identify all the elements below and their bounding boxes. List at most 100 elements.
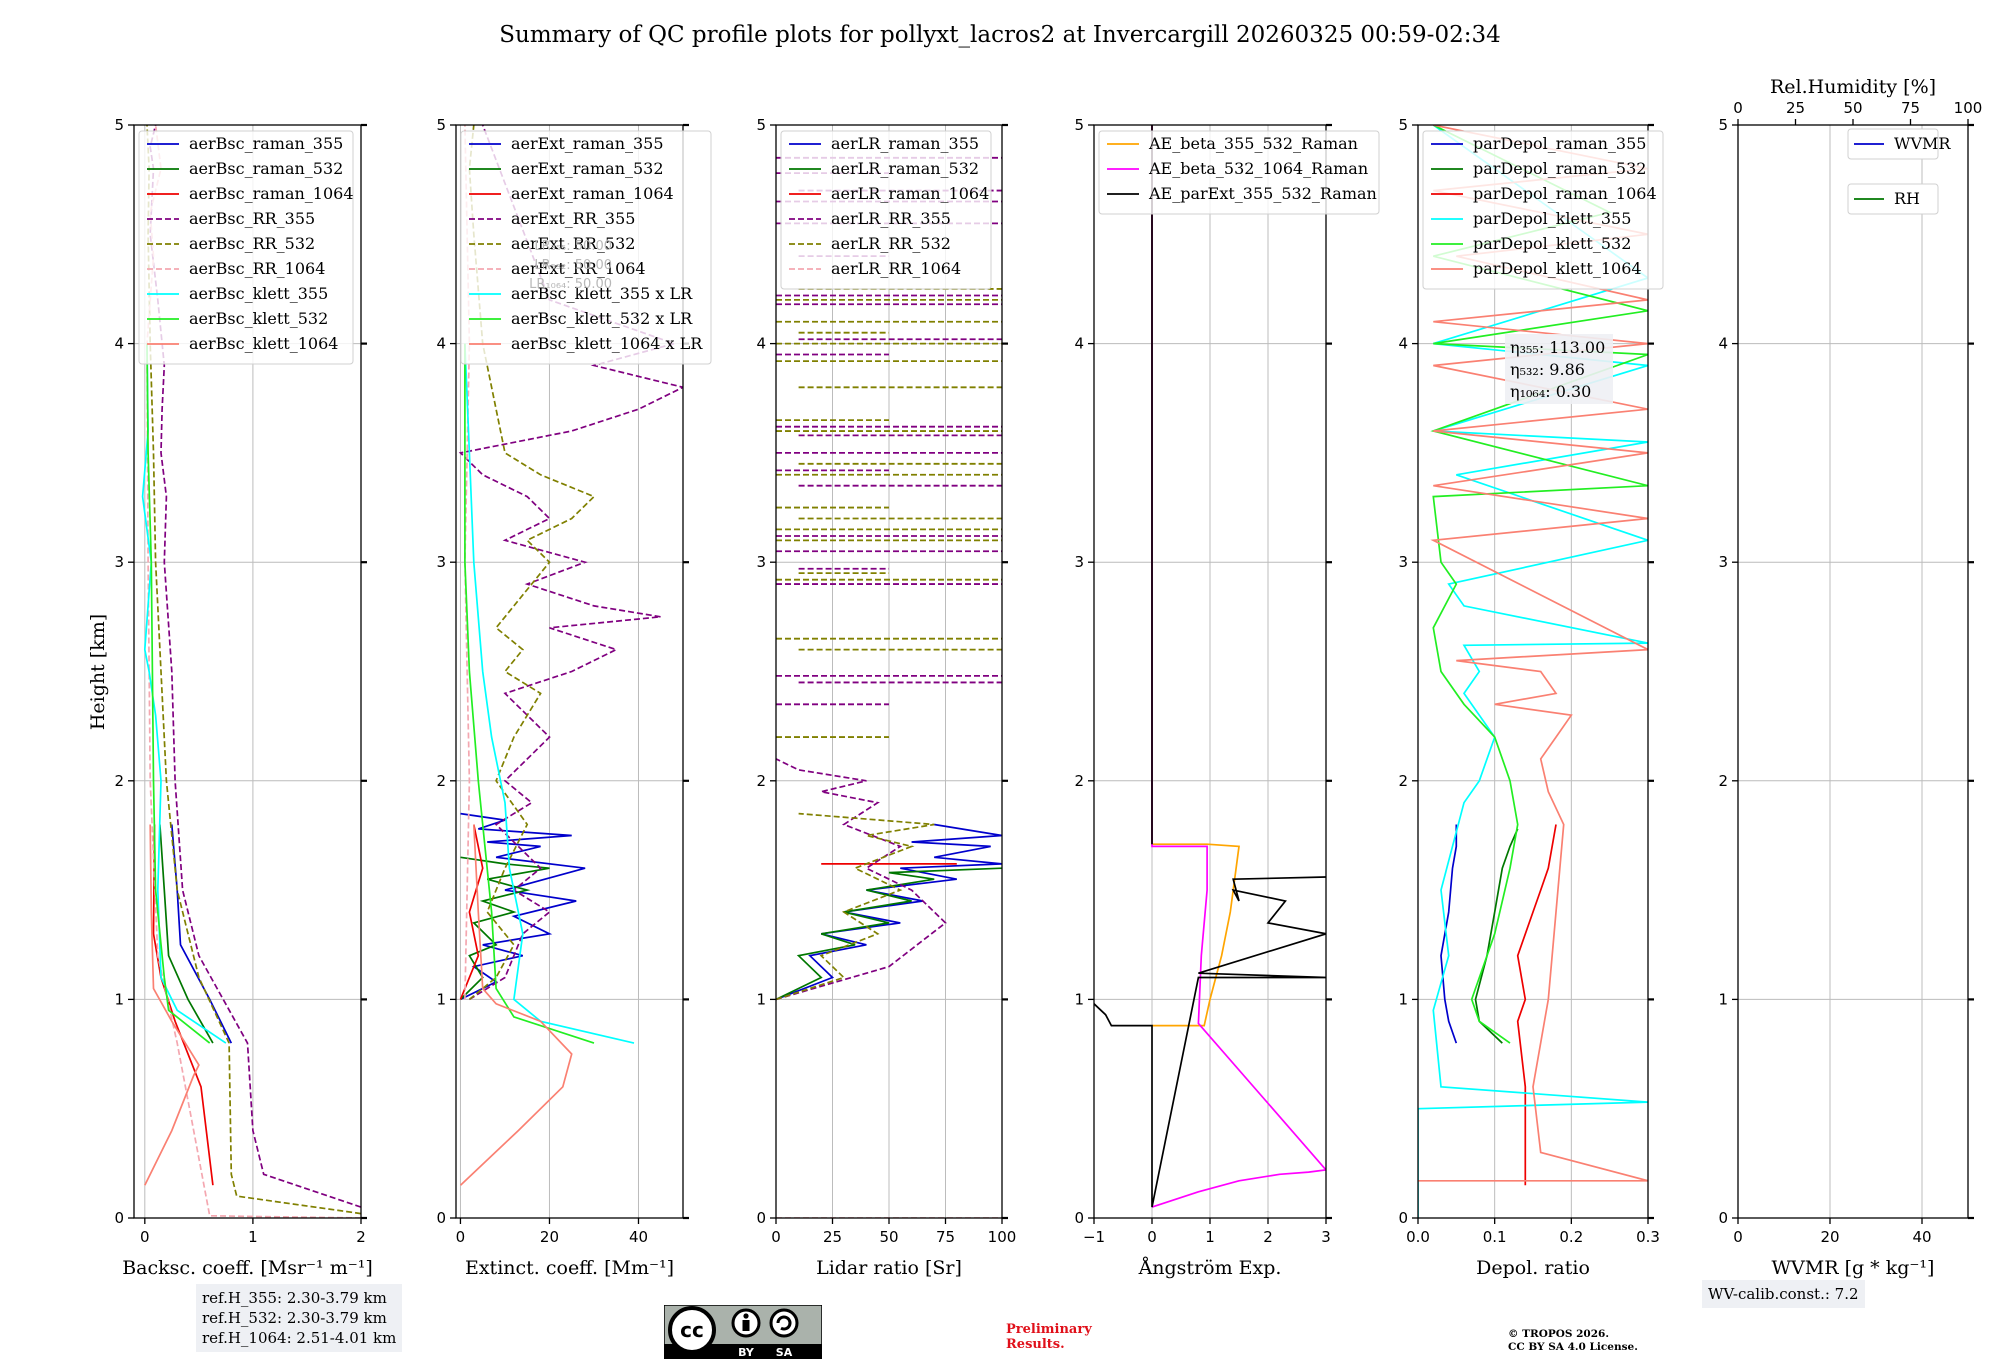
legend-label: parDepol_raman_1064: [1473, 184, 1657, 203]
x-tick-label: 100: [988, 1228, 1017, 1246]
legend-label: aerExt_RR_355: [511, 209, 635, 228]
x-tick-label: 20: [540, 1228, 559, 1246]
x-tick-label: 0: [771, 1228, 781, 1246]
series-line-aerLR_RR_355: [776, 758, 947, 1001]
x-tick-label: 2: [1263, 1228, 1273, 1246]
y-tick-label: 3: [1398, 553, 1408, 571]
legend-backscatter: aerBsc_raman_355 aerBsc_raman_532 aerBsc_r…: [138, 130, 354, 365]
legend-extinction: aerExt_raman_355 aerExt_raman_532 aerExt_r…: [460, 130, 712, 365]
legend-label: aerExt_RR_1064: [511, 259, 646, 278]
lidar-ratio-annotation: LR₁₀₆₄: 50.00: [529, 277, 612, 292]
x-axis-label: Extinct. coeff. [Mm⁻¹]: [465, 1257, 674, 1279]
series-line-AE_beta_355_532_Raman: [1151, 125, 1240, 1027]
cc-logo-text: cc: [680, 1318, 704, 1342]
y-tick-label: 0: [436, 1209, 446, 1227]
series-line-parDepol_raman_1064: [1516, 824, 1557, 1186]
y-tick-label: 3: [756, 553, 766, 571]
share-alike-icon: [769, 1308, 799, 1338]
legend-label: aerBsc_RR_532: [189, 234, 315, 253]
legend-label: aerLR_raman_355: [831, 134, 979, 153]
y-tick-label: 4: [114, 335, 124, 353]
y-tick-label: 5: [436, 116, 446, 134]
y-tick-label: 3: [114, 553, 124, 571]
x-tick-label: 0: [1733, 1228, 1743, 1246]
top-x-tick-label: 75: [1901, 99, 1920, 117]
preliminary-note: Preliminary Results.: [1006, 1322, 1092, 1352]
y-tick-label: 4: [1398, 335, 1408, 353]
x-tick-label: −1: [1083, 1228, 1105, 1246]
y-tick-label: 5: [1074, 116, 1084, 134]
eta-annotation: η₃₅₅: 113.00: [1510, 338, 1605, 357]
wv-calibration-box: WV-calib.const.: 7.2: [1702, 1280, 1865, 1308]
series-line-parDepol_raman_355: [1440, 824, 1458, 1044]
x-tick-label: 3: [1321, 1228, 1331, 1246]
legend-label: aerBsc_klett_532 x LR: [511, 309, 693, 328]
series-line-parDepol_klett_1064: [1418, 125, 1648, 1182]
x-axis-label: Lidar ratio [Sr]: [816, 1257, 962, 1279]
x-axis-label: Ångström Exp.: [1138, 1257, 1282, 1279]
copyright-line-1: © TROPOS 2026.: [1508, 1328, 1610, 1340]
x-tick-label: 2: [356, 1228, 366, 1246]
legend-box: [1847, 183, 1939, 215]
legend-label: parDepol_klett_1064: [1473, 259, 1642, 278]
legend-angstrom: AE_beta_355_532_Raman AE_beta_532_1064_Ra…: [1098, 130, 1380, 215]
y-tick-label: 3: [1074, 553, 1084, 571]
legend-lidar_ratio: aerLR_raman_355 aerLR_raman_532 aerLR_rama…: [780, 130, 992, 290]
legend-label: AE_beta_532_1064_Raman: [1148, 159, 1368, 178]
legend-label: aerExt_RR_532: [511, 234, 635, 253]
attribution-head: [743, 1313, 749, 1319]
panel-lidar_ratio: 0 25 50 75 100 0 1 2 3 4 5 Lidar ratio [Sr] aerLR_ra…: [756, 116, 1016, 1279]
eta-annotation: η₅₃₂: 9.86: [1510, 360, 1585, 379]
series-line-aerBsc_klett_532: [146, 343, 211, 1044]
x-tick-label: 0: [140, 1228, 150, 1246]
y-tick-label: 2: [1718, 772, 1728, 790]
eta-annotation: η₁₀₆₄: 0.30: [1510, 382, 1591, 401]
legend-label: parDepol_raman_532: [1473, 159, 1646, 178]
legend-box: [460, 130, 712, 365]
y-tick-label: 2: [1074, 772, 1084, 790]
wv-calibration-constant: WV-calib.const.: 7.2: [1708, 1285, 1859, 1303]
preliminary-line-1: Preliminary: [1006, 1322, 1092, 1337]
axes-frame: [1737, 124, 1969, 1219]
copyright-line-2: CC BY SA 4.0 License.: [1508, 1341, 1638, 1353]
y-tick-label: 5: [1398, 116, 1408, 134]
x-tick-label: 75: [936, 1228, 955, 1246]
y-tick-label: 0: [1718, 1209, 1728, 1227]
attribution-body: [742, 1320, 750, 1331]
y-tick-label: 1: [1718, 990, 1728, 1008]
series-line-aerExt_raman_532: [459, 856, 550, 1001]
legend-label: aerBsc_raman_355: [189, 134, 343, 153]
y-tick-label: 3: [1718, 553, 1728, 571]
y-tick-label: 4: [1718, 335, 1728, 353]
lidar-ratio-annotation: LR₃₅₅: 50.00: [534, 239, 612, 254]
ref-height-355: ref.H_355: 2.30-3.79 km: [202, 1289, 387, 1307]
y-tick-label: 1: [1398, 990, 1408, 1008]
x-tick-label: 0.2: [1559, 1228, 1583, 1246]
series-line-AE_beta_532_1064_Raman: [1151, 125, 1326, 1208]
legend-label: aerExt_raman_355: [511, 134, 664, 153]
y-tick-label: 2: [756, 772, 766, 790]
legend-box: [1422, 130, 1664, 290]
legend-label: aerLR_RR_532: [831, 234, 951, 253]
y-tick-label: 2: [1398, 772, 1408, 790]
copyright-note: © TROPOS 2026. CC BY SA 4.0 License.: [1508, 1328, 1638, 1354]
x-tick-label: 1: [1205, 1228, 1215, 1246]
series-line-aerExt_RR_355: [458, 125, 683, 1001]
legend-label: aerExt_raman_1064: [511, 184, 674, 203]
y-tick-label: 3: [436, 553, 446, 571]
y-tick-label: 4: [1074, 335, 1084, 353]
panel-wvmr: 0 20 40 0 1 2 3 4 5 WVMR [g * kg⁻¹] 0 25 50 75 100 Rel.…: [1718, 76, 1982, 1279]
share-alike-arrow: [776, 1315, 792, 1331]
y-tick-label: 5: [114, 116, 124, 134]
series-line-aerBsc_klett_1064 x LR: [459, 824, 573, 1186]
legend-label: aerBsc_klett_1064 x LR: [511, 334, 703, 353]
series-line-AE_parExt_355_532_Raman: [1094, 876, 1326, 1208]
panel-backscatter: 0 1 2 0 1 2 3 4 5 Backsc. coeff. [Msr⁻¹ m⁻¹] aerBs…: [114, 116, 372, 1279]
top-x-tick-label: 25: [1786, 99, 1805, 117]
y-axis-label: Height [km]: [87, 614, 109, 730]
panel-depol: 0.0 0.1 0.2 0.3 0 1 2 3 4 5 Depol. ratio parDepol_r…: [1398, 116, 1664, 1279]
axes-frame: [1417, 124, 1649, 1219]
legend-label: aerExt_raman_532: [511, 159, 664, 178]
ref-height-1064: ref.H_1064: 2.51-4.01 km: [202, 1329, 397, 1347]
